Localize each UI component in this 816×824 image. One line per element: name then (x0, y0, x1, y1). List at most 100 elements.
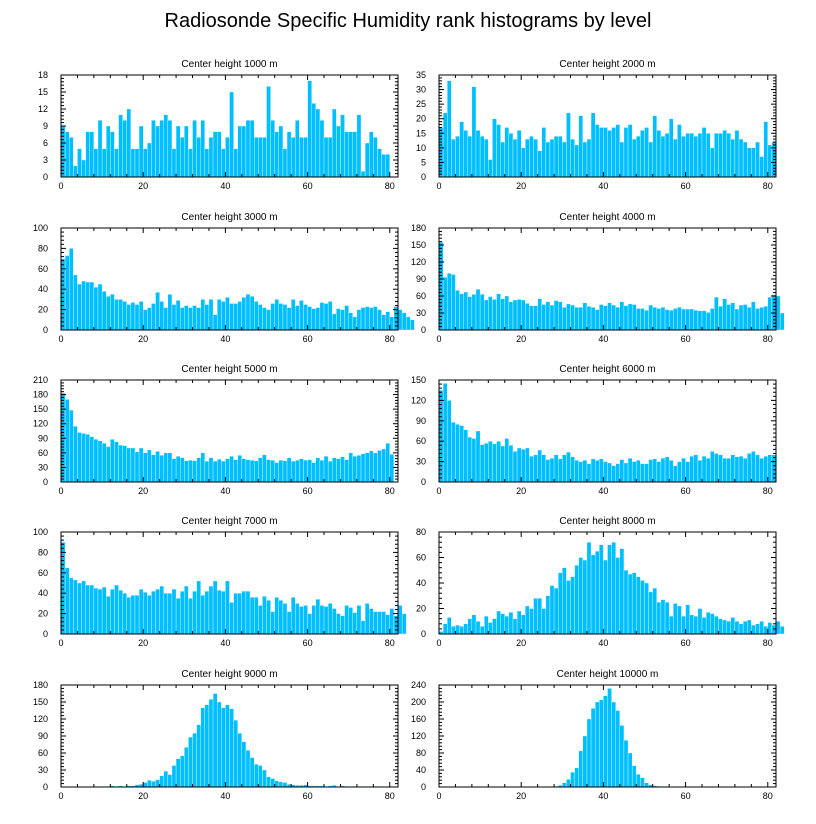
x-tick-label: 0 (58, 334, 63, 344)
histogram-bar (188, 598, 193, 635)
histogram-bar (771, 624, 777, 635)
histogram-bar (175, 598, 181, 635)
histogram-bar (537, 449, 542, 483)
histogram-bar (225, 297, 230, 331)
y-tick-label: 30 (38, 462, 48, 472)
histogram-bar (175, 125, 181, 178)
histogram-bar (237, 593, 243, 635)
histogram-bar (60, 258, 66, 331)
histogram-bar (171, 148, 177, 178)
histogram-bar (373, 452, 378, 483)
histogram-bar (779, 626, 785, 635)
x-tick-label: 80 (763, 638, 773, 648)
histogram-bar (636, 308, 641, 331)
y-tick-label: 80 (416, 527, 426, 537)
histogram-bar (722, 619, 727, 635)
histogram-bar (130, 447, 136, 483)
x-tick-label: 80 (763, 791, 773, 801)
histogram-bar (315, 108, 321, 178)
histogram-bar (216, 131, 222, 178)
histogram-bar (245, 459, 251, 483)
histogram-bar (574, 144, 579, 178)
histogram-bar (586, 138, 592, 178)
histogram-bar (208, 299, 214, 331)
histogram-bar (611, 465, 616, 483)
y-tick-label: 0 (421, 629, 426, 639)
x-tick-label: 40 (220, 181, 230, 191)
histogram-bar (143, 592, 148, 635)
histogram-bar (303, 459, 308, 483)
histogram-bar (755, 454, 760, 483)
histogram-bar (311, 103, 316, 178)
histogram-bar (385, 614, 390, 635)
histogram-bar (710, 308, 715, 331)
histogram-bar (689, 455, 694, 483)
histogram-bar (73, 579, 78, 635)
histogram-bar (315, 307, 321, 331)
histogram-bar (442, 383, 448, 483)
histogram-bar (701, 310, 707, 331)
histogram-bar (110, 131, 115, 178)
histogram-bar (640, 580, 645, 635)
histogram-bar (644, 127, 649, 178)
histogram-bar (763, 626, 768, 635)
histogram-bar (188, 148, 193, 178)
histogram-bar (97, 440, 103, 483)
histogram-bar (529, 608, 534, 635)
histogram-bar (286, 611, 292, 635)
histogram-bar (159, 585, 164, 635)
histogram-bar (270, 459, 275, 483)
histogram-bar (303, 605, 308, 635)
histogram-bar (159, 455, 164, 483)
histogram-bar (673, 603, 678, 635)
histogram-bar (734, 456, 740, 483)
histogram-bar (648, 141, 653, 178)
histogram-bar (274, 131, 279, 178)
histogram-bar (200, 120, 206, 178)
histogram-bar (627, 573, 633, 635)
histogram-bar (147, 307, 152, 331)
histogram-bar (106, 596, 111, 635)
histogram-bar (504, 615, 510, 635)
histogram-bar (208, 137, 214, 178)
histogram-bar (93, 587, 99, 635)
histogram-bar (627, 752, 633, 788)
histogram-bar (225, 580, 230, 635)
histogram-bar (742, 458, 748, 483)
histogram-bar (467, 618, 473, 635)
histogram-bar (303, 137, 308, 178)
histogram-bar (714, 453, 719, 483)
y-tick-label: 120 (411, 257, 426, 267)
histogram-bar (138, 588, 144, 635)
histogram-bar (623, 127, 629, 178)
histogram-bar (89, 436, 95, 483)
x-tick-label: 80 (385, 181, 395, 191)
histogram-bar (701, 617, 707, 635)
y-tick-label: 0 (43, 782, 48, 792)
histogram-bar (106, 125, 111, 178)
histogram-bar (685, 133, 690, 178)
histogram-bar (266, 309, 271, 331)
histogram-bar (463, 623, 468, 635)
histogram-bar (143, 452, 148, 483)
histogram-bar (767, 454, 773, 483)
panel-title: Center height 3000 m (181, 212, 277, 223)
histogram-bar (553, 300, 559, 331)
histogram-bar (249, 757, 255, 788)
histogram-bar (167, 120, 173, 178)
histogram-bar (553, 136, 559, 178)
histogram-bar (118, 589, 123, 635)
histogram-bar (336, 308, 341, 331)
histogram-bar (685, 308, 690, 331)
histogram-bar (693, 615, 699, 635)
histogram-bar (644, 582, 649, 635)
histogram-bar (475, 430, 481, 483)
histogram-bar (381, 314, 386, 331)
histogram-bar (299, 606, 304, 635)
histogram-bar (389, 316, 395, 331)
histogram-bar (570, 304, 575, 331)
histogram-bar (233, 593, 238, 635)
histogram-bar (562, 307, 567, 331)
histogram-bar (673, 138, 678, 178)
histogram-panel: Center height 9000 m 0 20 40 60 80 0 30 60 90 120 1… (33, 669, 399, 801)
